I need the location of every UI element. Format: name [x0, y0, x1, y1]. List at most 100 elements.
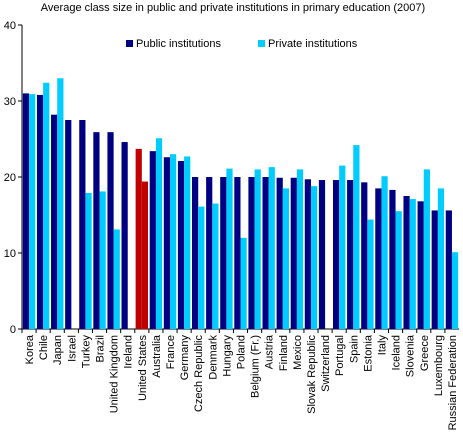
category-label: Mexico [292, 335, 304, 370]
bar-public [93, 132, 100, 329]
bar-private [339, 165, 346, 329]
bar-public [403, 196, 410, 329]
bar-private [282, 188, 289, 329]
bar-public [304, 179, 311, 329]
bar-public [332, 180, 340, 329]
bar-public [135, 148, 142, 329]
category-label: Luxembourg [433, 335, 445, 396]
bar-public [163, 157, 171, 329]
bar-public [107, 132, 114, 329]
bar-private [423, 169, 430, 329]
bar-private [85, 192, 92, 329]
bar-private [240, 237, 247, 329]
category-label: Israel [66, 335, 78, 362]
bar-private [395, 211, 402, 329]
bar-private [113, 229, 120, 329]
category-label: Korea [24, 334, 36, 364]
bar-public [248, 177, 255, 329]
category-label: Brazil [95, 335, 107, 363]
bar-private [43, 82, 50, 329]
bar-private [99, 191, 106, 329]
bar-private [451, 252, 459, 329]
bar-public [121, 142, 128, 329]
category-label: Slovenia [405, 334, 417, 377]
bar-private [184, 156, 191, 329]
bar-public [347, 180, 354, 329]
plot-area: 0 10 20 30 40 Korea Chile Japan Israel Turkey Braz… [4, 20, 459, 430]
category-label: Ireland [123, 335, 135, 369]
category-label: Finland [278, 335, 290, 371]
bar-public [318, 180, 326, 329]
category-label: Australia [151, 334, 163, 378]
bar-private [29, 94, 36, 329]
bar-private [170, 154, 177, 329]
category-label: Belgium (Fr.) [250, 335, 262, 398]
category-label: Japan [52, 335, 64, 365]
bar-public [65, 120, 72, 329]
bar-private [310, 186, 318, 329]
bar-public [276, 177, 283, 329]
bar-private [409, 199, 416, 329]
bar-private [198, 206, 205, 329]
category-label: Iceland [391, 335, 403, 370]
bar-public [445, 210, 452, 329]
category-label: Chile [38, 335, 50, 360]
category-label: Czech Republic [193, 335, 205, 413]
bar-private [437, 188, 445, 329]
bar-private [367, 219, 374, 329]
category-label: Slovak Republic [306, 335, 318, 414]
bar-public [417, 201, 424, 329]
bar-public [192, 177, 199, 329]
bar-public [389, 189, 396, 329]
category-label: Denmark [207, 335, 219, 380]
y-tick-label: 10 [4, 248, 16, 260]
y-tick-label: 30 [4, 96, 16, 108]
bar-public [262, 177, 269, 329]
bar-private [141, 181, 149, 329]
bar-public [149, 151, 156, 329]
legend-label-private: Private institutions [268, 38, 358, 50]
y-tick-label: 40 [4, 20, 16, 32]
bar-private [57, 78, 64, 329]
y-tick-label: 0 [10, 324, 16, 336]
category-label: Greece [419, 335, 431, 371]
bar-private [296, 169, 304, 329]
category-label: Portugal [334, 335, 346, 376]
category-label: United States [137, 335, 149, 402]
legend: Public institutions Private institutions [126, 38, 358, 50]
category-label: France [165, 335, 177, 369]
category-label: Germany [179, 335, 191, 381]
category-label: Turkey [80, 335, 92, 369]
y-tick-label: 20 [4, 172, 16, 184]
bar-private [254, 169, 261, 329]
category-label: Spain [348, 335, 360, 363]
category-label: Switzerland [320, 335, 332, 392]
bar-public [51, 114, 58, 330]
bar-public [431, 210, 438, 329]
legend-swatch-public [126, 40, 133, 47]
bar-public [361, 182, 368, 329]
bar-private [155, 138, 163, 329]
category-label: United Kingdom [109, 335, 121, 413]
category-label: Austria [264, 334, 276, 369]
category-label: Russian Federation [447, 335, 459, 430]
category-label: Italy [376, 335, 388, 356]
bar-public [177, 161, 185, 329]
bar-private [353, 145, 360, 329]
legend-swatch-private [258, 40, 265, 47]
bar-public [290, 177, 297, 329]
category-label: Estonia [362, 334, 374, 372]
bar-public [375, 188, 382, 329]
bar-public [22, 93, 30, 330]
chart-title: Average class size in public and private… [41, 2, 425, 14]
bar-private [212, 203, 219, 329]
bar-public [206, 177, 213, 329]
category-label: Hungary [221, 335, 233, 377]
bar-public [36, 94, 44, 329]
bar-private [226, 168, 233, 329]
bar-public [79, 120, 86, 329]
bar-private [268, 167, 275, 329]
bar-public [220, 177, 227, 329]
bar-public [234, 177, 241, 329]
